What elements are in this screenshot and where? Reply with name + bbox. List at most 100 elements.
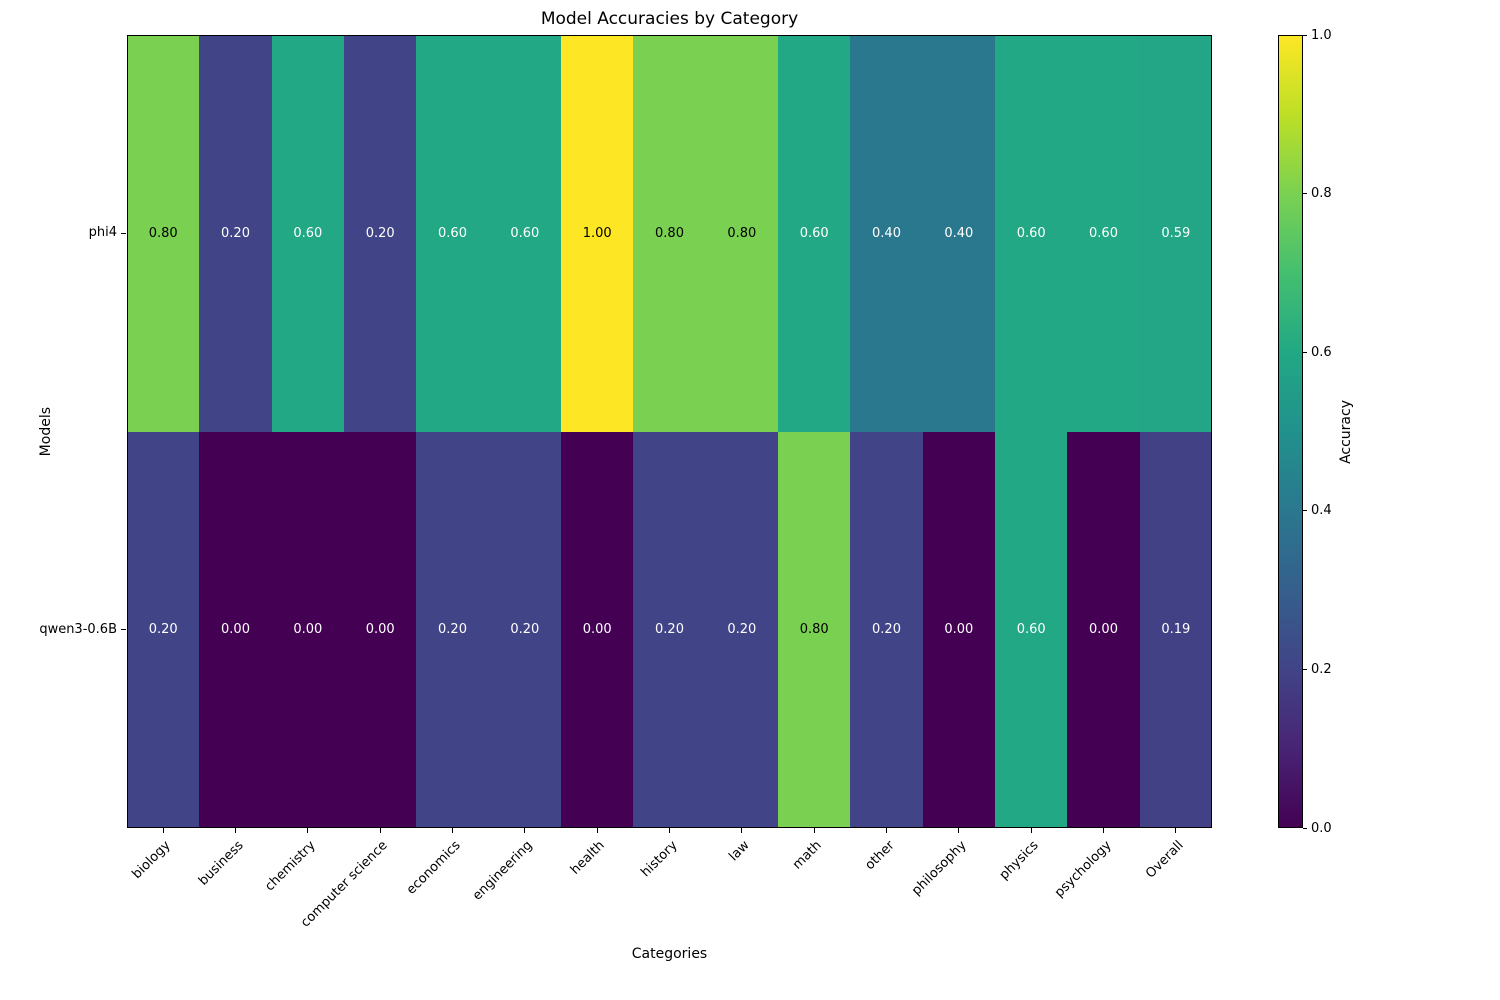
x-tick-mark bbox=[524, 828, 526, 833]
heatmap-cell: 0.60 bbox=[778, 35, 851, 432]
cell-value: 0.60 bbox=[293, 225, 323, 241]
x-tick-mark bbox=[886, 828, 887, 833]
heatmap-cell: 0.40 bbox=[850, 35, 923, 432]
y-tick-mark bbox=[121, 629, 126, 631]
heatmap-cell: 0.80 bbox=[127, 35, 200, 432]
heatmap-cell: 0.20 bbox=[344, 35, 417, 432]
x-tick-label: health bbox=[568, 838, 608, 878]
cell-value: 0.60 bbox=[799, 225, 829, 241]
cell-value: 0.20 bbox=[872, 622, 901, 638]
x-tick-label: chemistry bbox=[262, 838, 319, 895]
cell-value: 0.20 bbox=[221, 225, 250, 241]
cell-value: 0.20 bbox=[365, 225, 395, 241]
colorbar-label-text: Accuracy bbox=[1338, 399, 1354, 464]
colorbar-tick-label: 0.4 bbox=[1311, 503, 1332, 519]
heatmap-cell: 0.80 bbox=[633, 35, 706, 432]
cell-value: 0.19 bbox=[1161, 622, 1191, 638]
heatmap-cell: 0.20 bbox=[850, 431, 923, 828]
x-tick-label: history bbox=[637, 838, 681, 881]
heatmap-cell: 0.00 bbox=[271, 431, 344, 828]
colorbar-tick-label: 0.8 bbox=[1311, 186, 1332, 202]
cell-value: 0.00 bbox=[365, 622, 395, 638]
cell-value: 0.00 bbox=[944, 622, 974, 638]
heatmap-cell: 0.60 bbox=[995, 431, 1068, 828]
heatmap-grid: 0.80 0.20 0.60 0.20 0.60 0.60 1.00 0.80 0.80 0.60… bbox=[127, 35, 1212, 828]
cell-value: 0.00 bbox=[582, 622, 612, 638]
x-tick-mark bbox=[1030, 828, 1032, 833]
heatmap-cell: 0.80 bbox=[705, 35, 778, 432]
x-tick-mark bbox=[307, 828, 309, 833]
x-tick-mark bbox=[452, 828, 453, 833]
x-tick-mark bbox=[596, 828, 598, 833]
cell-value: 0.60 bbox=[510, 225, 540, 241]
x-tick-label: business bbox=[195, 838, 247, 889]
x-tick-label: law bbox=[726, 838, 753, 865]
cell-value: 0.60 bbox=[438, 225, 467, 241]
y-tick-mark bbox=[121, 232, 126, 234]
x-tick-mark bbox=[1103, 828, 1104, 833]
cell-value: 0.80 bbox=[799, 622, 829, 638]
x-tick-label: Overall bbox=[1142, 838, 1187, 882]
cell-value: 0.60 bbox=[1089, 225, 1118, 241]
cell-value: 0.20 bbox=[727, 622, 757, 638]
x-tick-label: math bbox=[790, 838, 825, 873]
x-tick-mark bbox=[379, 828, 381, 833]
cell-value: 0.40 bbox=[944, 225, 974, 241]
cell-value: 0.00 bbox=[1089, 622, 1118, 638]
heatmap-cell: 0.00 bbox=[344, 431, 417, 828]
colorbar-tick-label: 0.6 bbox=[1311, 344, 1332, 360]
cell-value: 0.60 bbox=[1016, 225, 1046, 241]
x-tick-mark bbox=[669, 828, 670, 833]
x-tick-mark bbox=[813, 828, 815, 833]
x-tick-mark bbox=[235, 828, 236, 833]
colorbar-tick-label: 0.0 bbox=[1311, 820, 1332, 836]
heatmap-cell: 0.19 bbox=[1139, 431, 1212, 828]
x-tick-label: physics bbox=[996, 838, 1042, 883]
x-axis-label: Categories bbox=[631, 946, 708, 962]
cell-value: 0.20 bbox=[438, 622, 467, 638]
cell-value: 0.00 bbox=[221, 622, 250, 638]
heatmap-cell: 0.00 bbox=[922, 431, 995, 828]
heatmap-cell: 0.20 bbox=[199, 35, 272, 432]
heatmap-cell: 0.60 bbox=[488, 35, 561, 432]
x-tick-label: engineering bbox=[469, 838, 536, 904]
x-tick-mark bbox=[741, 828, 743, 833]
heatmap-cell: 0.20 bbox=[705, 431, 778, 828]
cell-value: 0.20 bbox=[148, 622, 178, 638]
colorbar-label: Accuracy bbox=[1336, 35, 1356, 828]
x-tick-mark bbox=[162, 828, 164, 833]
heatmap-cell: 0.59 bbox=[1139, 35, 1212, 432]
heatmap-cell: 0.00 bbox=[1067, 431, 1140, 828]
colorbar-tick-label: 0.2 bbox=[1311, 661, 1332, 677]
x-tick-label: philosophy bbox=[908, 838, 970, 899]
colorbar-tick-mark bbox=[1303, 193, 1307, 195]
heatmap-cell: 0.60 bbox=[1067, 35, 1140, 432]
colorbar-tick-mark bbox=[1303, 351, 1307, 353]
heatmap-cell: 1.00 bbox=[561, 35, 634, 432]
heatmap-cell: 0.00 bbox=[561, 431, 634, 828]
colorbar-tick-mark bbox=[1303, 668, 1307, 670]
colorbar bbox=[1278, 35, 1303, 828]
heatmap-cell: 0.60 bbox=[995, 35, 1068, 432]
colorbar-tick-mark bbox=[1303, 510, 1307, 512]
x-tick-label: computer science bbox=[298, 838, 391, 931]
heatmap-cell: 0.20 bbox=[127, 431, 200, 828]
cell-value: 0.80 bbox=[148, 225, 178, 241]
colorbar-tick-label: 1.0 bbox=[1311, 27, 1332, 43]
colorbar-tick-mark bbox=[1303, 827, 1307, 829]
heatmap-cell: 0.60 bbox=[416, 35, 489, 432]
cell-value: 1.00 bbox=[582, 225, 612, 241]
cell-value: 0.40 bbox=[872, 225, 901, 241]
x-tick-mark bbox=[958, 828, 960, 833]
cell-value: 0.80 bbox=[655, 225, 684, 241]
cell-value: 0.20 bbox=[655, 622, 684, 638]
heatmap-cell: 0.20 bbox=[633, 431, 706, 828]
x-tick-label: economics bbox=[403, 838, 464, 898]
x-tick-mark bbox=[1175, 828, 1177, 833]
colorbar-tick-mark bbox=[1303, 34, 1307, 36]
cell-value: 0.60 bbox=[1016, 622, 1046, 638]
y-tick-label: qwen3-0.6B bbox=[39, 621, 117, 637]
y-axis-label-text: Models bbox=[38, 406, 54, 457]
heatmap-cell: 0.80 bbox=[778, 431, 851, 828]
